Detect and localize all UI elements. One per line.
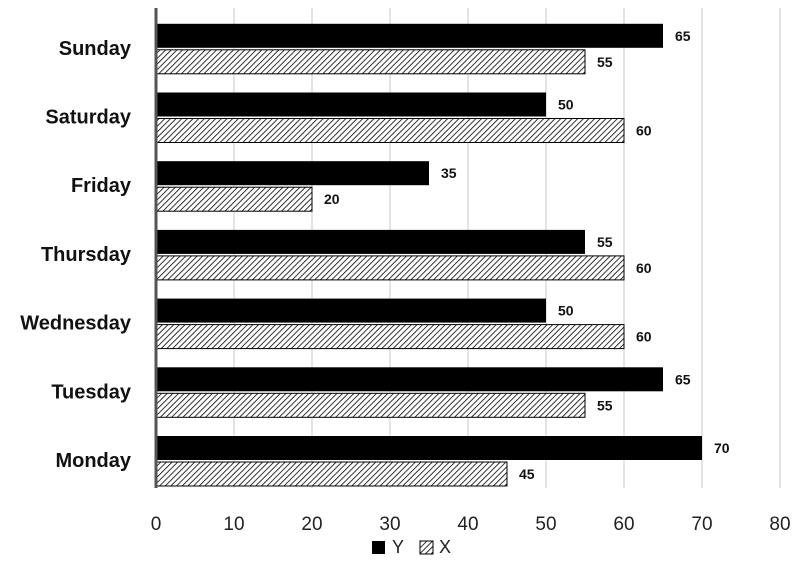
bar-thursday-y [156,229,585,254]
x-tick-label-0: 0 [151,514,162,535]
legend-label-y: Y [392,537,404,557]
data-label-wednesday-x: 60 [636,329,652,345]
category-label-friday: Friday [71,175,132,197]
category-label-saturday: Saturday [45,107,131,129]
bar-saturday-x [155,118,625,143]
data-label-thursday-y: 55 [597,234,613,250]
x-tick-label-10: 10 [223,514,244,535]
bar-monday-y [156,436,702,460]
data-label-friday-y: 35 [441,165,457,181]
data-label-thursday-x: 60 [636,260,652,276]
category-label-sunday: Sunday [59,38,132,60]
data-label-sunday-x: 55 [597,54,613,70]
data-label-monday-y: 70 [714,440,730,456]
bar-wednesday-y [156,298,546,323]
bar-friday-x [155,186,313,212]
bar-friday-y [156,161,429,186]
data-label-saturday-x: 60 [636,123,652,139]
bar-tuesday-x [155,392,586,418]
category-label-wednesday: Wednesday [20,313,132,335]
bar-tuesday-y [156,367,663,392]
data-label-wednesday-y: 50 [558,303,574,319]
legend-swatch-x [419,540,434,555]
bars [155,23,702,487]
data-label-tuesday-y: 65 [675,371,691,387]
bar-thursday-x [155,255,625,281]
x-tick-label-70: 70 [691,514,712,535]
data-label-sunday-y: 65 [675,28,691,44]
data-label-saturday-y: 50 [558,97,574,113]
x-tick-label-50: 50 [535,514,556,535]
data-labels: 70 45 65 55 50 60 55 60 35 20 50 60 65 55 [324,28,730,482]
data-label-tuesday-x: 55 [597,397,613,413]
x-tick-label-30: 30 [379,514,400,535]
category-label-monday: Monday [55,450,131,472]
data-label-monday-x: 45 [519,466,535,482]
x-tick-labels: 0 10 20 30 40 50 60 70 80 [151,514,791,535]
x-tick-label-80: 80 [769,514,790,535]
bar-saturday-y [156,92,546,117]
category-label-tuesday: Tuesday [51,381,132,403]
legend: Y X [372,537,451,557]
legend-swatch-y [372,541,385,554]
category-labels: Monday Tuesday Wednesday Thursday Friday Satu… [20,38,132,472]
bar-monday-x [155,461,508,487]
x-tick-label-20: 20 [301,514,322,535]
bar-sunday-y [156,23,663,48]
legend-label-x: X [439,537,451,557]
bar-sunday-x [155,49,586,75]
x-tick-label-60: 60 [613,514,634,535]
category-label-thursday: Thursday [41,244,132,266]
x-tick-label-40: 40 [457,514,478,535]
data-label-friday-x: 20 [324,191,340,207]
bar-wednesday-x [155,324,625,350]
